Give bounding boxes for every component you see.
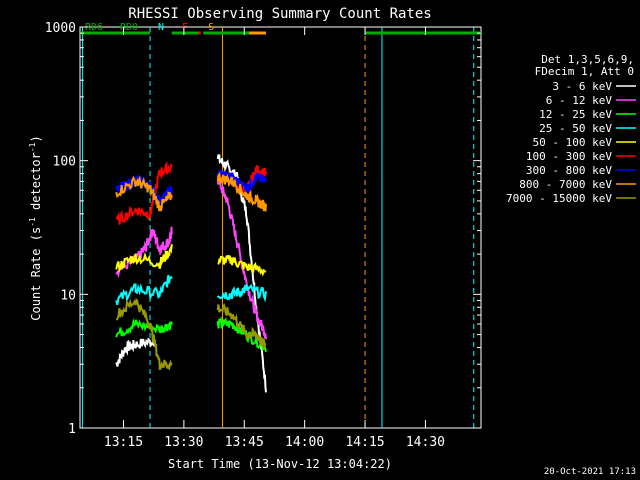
x-tick-label: 14:30 — [406, 435, 445, 450]
series-line — [115, 243, 173, 273]
x-ticks: 13:15 13:30 13:45 14:00 14:15 14:30 — [104, 27, 445, 450]
plot-border — [79, 26, 482, 429]
series-line — [216, 171, 267, 213]
flag-label: RD6 — [85, 22, 103, 33]
plot-frame — [79, 26, 482, 429]
series-line — [115, 175, 173, 212]
legend-entry-label: 100 - 300 keV — [526, 150, 612, 163]
series-line — [216, 283, 267, 303]
x-tick-label: 14:00 — [285, 435, 324, 450]
legend-entry-label: 6 - 12 keV — [546, 94, 613, 107]
y-ticks: 1 10 100 1000 — [45, 21, 481, 437]
series-group — [115, 153, 267, 393]
legend-entry-label: 50 - 100 keV — [533, 136, 613, 149]
legend-entry-label: 7000 - 15000 keV — [506, 192, 612, 205]
series-line — [216, 303, 267, 350]
series-line — [216, 177, 267, 340]
series-line — [115, 317, 173, 338]
y-tick-label: 100 — [53, 155, 76, 170]
x-tick-label: 13:15 — [104, 435, 143, 450]
flag-label: RD0 — [120, 22, 138, 33]
y-axis-label: Count Rate (s-1 detector-1) — [28, 135, 43, 320]
legend-header: FDecim 1, Att 0 — [535, 65, 634, 78]
x-tick-label: 13:30 — [164, 435, 203, 450]
legend-entry-label: 800 - 7000 keV — [519, 178, 612, 191]
x-tick-label: 13:45 — [225, 435, 264, 450]
y-tick-label: 1000 — [45, 21, 76, 36]
flags-group: N F S RD0 RD6 — [80, 22, 481, 35]
legend-entry-label: 25 - 50 keV — [539, 122, 612, 135]
series-line — [115, 160, 173, 225]
vertical-markers — [81, 27, 475, 428]
y-tick-label: 1 — [68, 422, 76, 437]
flag-label: N — [158, 22, 164, 33]
legend-entry-label: 12 - 25 keV — [539, 108, 612, 121]
legend: Det 1,3,5,6,9,FDecim 1, Att 0 3 - 6 keV6 … — [506, 53, 636, 205]
legend-entry-label: 300 - 800 keV — [526, 164, 612, 177]
timestamp: 20-Oct-2021 17:13 — [544, 467, 636, 477]
chart-title: RHESSI Observing Summary Count Rates — [128, 6, 431, 22]
legend-header: Det 1,3,5,6,9, — [541, 53, 634, 66]
series-line — [115, 173, 173, 209]
y-tick-label: 10 — [60, 288, 76, 303]
series-line — [115, 297, 173, 371]
series-line — [115, 274, 173, 306]
flag-label: F — [182, 22, 188, 33]
x-tick-label: 14:15 — [345, 435, 384, 450]
flag-label: S — [208, 22, 214, 33]
series-line — [115, 337, 156, 367]
x-axis-label: Start Time (13-Nov-12 13:04:22) — [168, 457, 392, 471]
legend-entry-label: 3 - 6 keV — [552, 80, 612, 93]
series-line — [217, 254, 267, 277]
